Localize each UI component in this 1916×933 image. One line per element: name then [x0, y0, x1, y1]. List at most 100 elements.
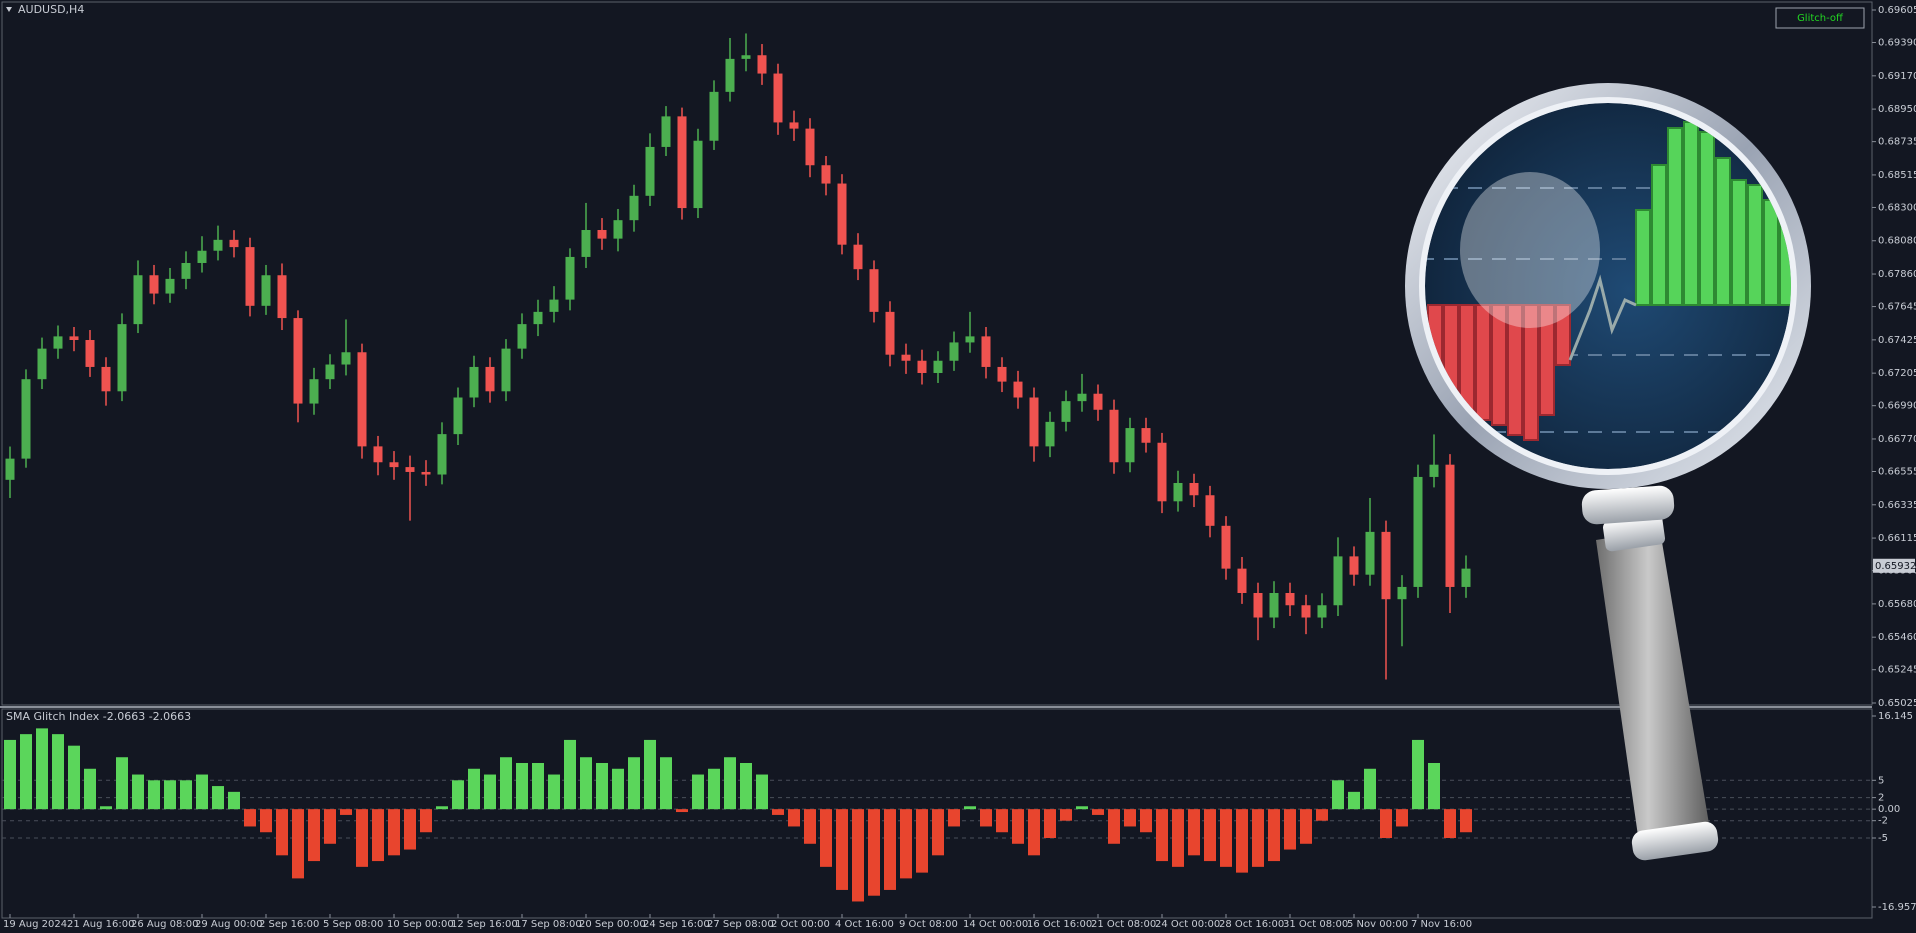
indicator-bar — [1172, 809, 1184, 867]
y-tick-label: 0.65460 — [1878, 632, 1916, 643]
candle-body — [165, 278, 175, 294]
candle-body — [117, 324, 127, 392]
indicator-bar — [932, 809, 944, 856]
indicator-bar — [612, 768, 624, 810]
candle-body — [293, 318, 303, 404]
y-tick-label: 0.67645 — [1878, 302, 1916, 313]
symbol-menu-icon[interactable] — [6, 7, 12, 12]
button-frame[interactable] — [1775, 7, 1865, 29]
candle-body — [981, 336, 991, 367]
candle-body — [1365, 531, 1375, 575]
candle-body — [517, 324, 527, 349]
indicator-bar — [116, 757, 128, 810]
candle-body — [1253, 592, 1263, 618]
candle-body — [53, 336, 63, 349]
candle-body — [357, 352, 367, 447]
y-tick-label: -2 — [1878, 816, 1888, 827]
candle-body — [757, 55, 767, 74]
y-tick-label: 5 — [1878, 775, 1884, 786]
indicator-bar — [1156, 809, 1168, 862]
x-tick-label: 2 Oct 00:00 — [771, 919, 830, 930]
indicator-bar — [548, 774, 560, 810]
indicator-bar — [772, 809, 784, 815]
indicator-bar — [820, 809, 832, 867]
indicator-bar — [884, 809, 896, 890]
indicator-panel — [1, 708, 1873, 919]
y-tick-label: 0.66770 — [1878, 434, 1916, 445]
indicator-bar — [852, 809, 864, 902]
candle-body — [581, 230, 591, 257]
indicator-bar — [1092, 809, 1104, 815]
candle-body — [533, 311, 543, 325]
indicator-bar — [996, 809, 1008, 833]
candle-body — [965, 336, 975, 343]
indicator-bar — [836, 809, 848, 890]
y-tick-label: 0.69170 — [1878, 71, 1916, 82]
y-tick-label: -16.9577 — [1878, 902, 1916, 913]
y-tick-label: -5 — [1878, 833, 1888, 844]
indicator-bar — [68, 745, 80, 810]
y-tick-label: 0.67860 — [1878, 269, 1916, 280]
indicator-bar — [868, 809, 880, 896]
indicator-bar — [340, 809, 352, 815]
candle-body — [613, 220, 623, 239]
candle-body — [1109, 409, 1119, 463]
candle-body — [1013, 381, 1023, 398]
indicator-bar — [1060, 809, 1072, 821]
candle-body — [85, 340, 95, 367]
candle-body — [69, 336, 79, 341]
indicator-bar — [1188, 809, 1200, 856]
candle-body — [133, 275, 143, 325]
candle-body — [1237, 568, 1247, 593]
candle-body — [37, 348, 47, 380]
indicator-bar — [980, 809, 992, 827]
indicator-bar — [180, 780, 192, 810]
candle-body — [1397, 586, 1407, 600]
x-tick-label: 19 Aug 2024 — [3, 919, 67, 930]
candle-body — [1301, 605, 1311, 618]
x-tick-label: 9 Oct 08:00 — [899, 919, 958, 930]
x-tick-label: 28 Oct 16:00 — [1219, 919, 1284, 930]
indicator-bar — [1284, 809, 1296, 850]
y-tick-label: 0.66555 — [1878, 466, 1916, 477]
candle-body — [1205, 495, 1215, 526]
y-tick-label: 16.145 — [1878, 711, 1913, 722]
y-tick-label: 0.68950 — [1878, 104, 1916, 115]
indicator-bar — [148, 780, 160, 810]
handle-end-cap — [1631, 821, 1719, 861]
y-tick-label: 0.68300 — [1878, 202, 1916, 213]
y-tick-label: 0.67425 — [1878, 335, 1916, 346]
indicator-bar — [404, 809, 416, 850]
x-tick-label: 21 Aug 16:00 — [67, 919, 134, 930]
x-tick-label: 31 Oct 08:00 — [1283, 919, 1348, 930]
indicator-bar — [420, 809, 432, 833]
indicator-bar — [948, 809, 960, 827]
x-tick-label: 2 Sep 16:00 — [259, 919, 319, 930]
indicator-bar — [1124, 809, 1136, 827]
indicator-bar — [132, 774, 144, 810]
candle-body — [917, 360, 927, 373]
y-tick-label: 2 — [1878, 793, 1884, 804]
candle-body — [597, 230, 607, 239]
indicator-bar — [532, 762, 544, 810]
last-price-label: 0.65932 — [1875, 561, 1916, 572]
candle-body — [213, 239, 223, 251]
y-tick-label: 0.00 — [1878, 804, 1900, 815]
glitch-toggle-button[interactable]: Glitch-off — [1775, 7, 1865, 29]
indicator-bar — [1252, 809, 1264, 867]
button-label[interactable]: Glitch-off — [1797, 13, 1844, 24]
y-tick-label: 0.65680 — [1878, 599, 1916, 610]
candle-body — [1029, 397, 1039, 447]
indicator-bar — [484, 774, 496, 810]
candle-body — [549, 299, 559, 312]
candle-body — [501, 348, 511, 392]
candle-body — [245, 247, 255, 306]
candle-body — [629, 195, 639, 221]
indicator-bar — [676, 809, 688, 813]
candle-body — [677, 116, 687, 209]
handle-joint — [1581, 485, 1675, 525]
candle-body — [277, 275, 287, 319]
indicator-bar — [1348, 791, 1360, 810]
indicator-bar — [500, 757, 512, 810]
